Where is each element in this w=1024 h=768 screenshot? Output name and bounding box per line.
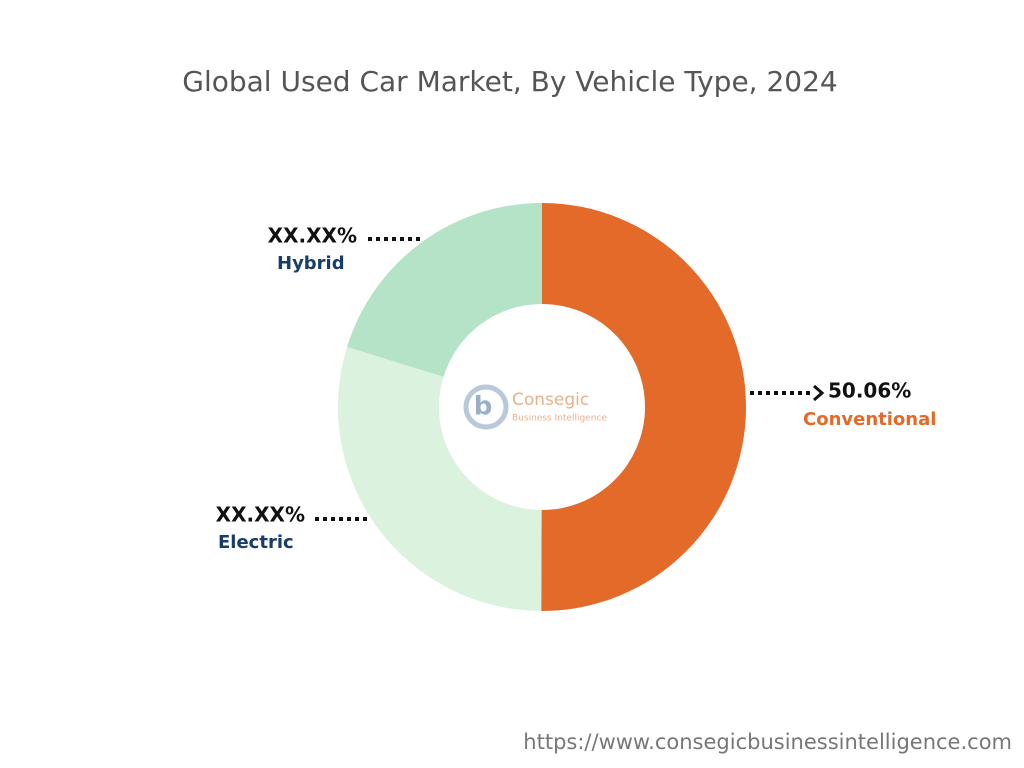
donut-slice: [347, 203, 542, 377]
footer-url: https://www.consegicbusinessintelligence…: [523, 730, 1012, 754]
logo-name: Consegic: [512, 390, 589, 410]
value-label: 50.06%: [828, 379, 911, 403]
category-label: Electric: [218, 532, 294, 553]
category-label: Conventional: [803, 409, 936, 430]
donut: [338, 203, 747, 611]
logo-icon: [463, 384, 509, 430]
value-label: XX.XX%: [268, 224, 357, 248]
donut-slice: [338, 347, 542, 611]
donut-slice: [541, 203, 747, 611]
category-label: Hybrid: [277, 253, 345, 274]
leader-arrow: [813, 384, 825, 402]
logo: b Consegic Business Intelligence: [463, 384, 607, 430]
logo-letter: b: [474, 392, 493, 422]
value-label: XX.XX%: [216, 503, 305, 527]
chart-title: Global Used Car Market, By Vehicle Type,…: [182, 65, 837, 98]
logo-tagline: Business Intelligence: [512, 414, 607, 424]
